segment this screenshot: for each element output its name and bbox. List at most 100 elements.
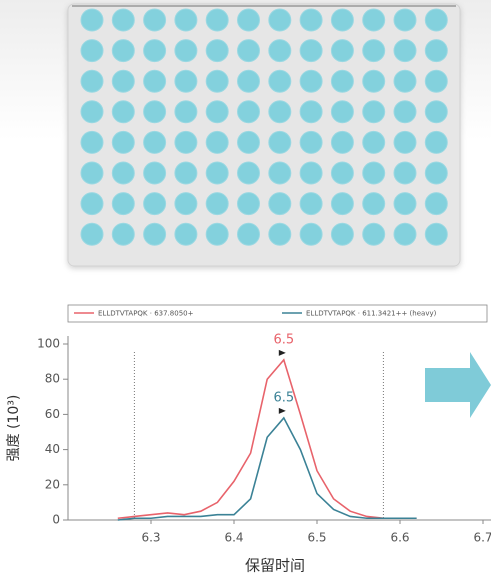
well bbox=[394, 9, 416, 31]
y-tick-label: 40 bbox=[45, 442, 60, 456]
well bbox=[425, 131, 447, 153]
well bbox=[238, 223, 260, 245]
well bbox=[206, 101, 228, 123]
peak-marker bbox=[279, 408, 286, 414]
series-line bbox=[118, 418, 417, 520]
well bbox=[144, 162, 166, 184]
well bbox=[331, 131, 353, 153]
well bbox=[300, 70, 322, 92]
well bbox=[425, 162, 447, 184]
well bbox=[175, 9, 197, 31]
well bbox=[425, 223, 447, 245]
well bbox=[363, 223, 385, 245]
well-plate bbox=[68, 4, 460, 266]
y-tick-label: 80 bbox=[45, 372, 60, 386]
well bbox=[175, 70, 197, 92]
well bbox=[175, 131, 197, 153]
well bbox=[269, 223, 291, 245]
well bbox=[394, 162, 416, 184]
well bbox=[363, 9, 385, 31]
well bbox=[206, 131, 228, 153]
well bbox=[300, 40, 322, 62]
well bbox=[112, 40, 134, 62]
well bbox=[81, 40, 103, 62]
well bbox=[81, 101, 103, 123]
peak-label: 6.5 bbox=[273, 332, 294, 347]
well bbox=[425, 70, 447, 92]
well bbox=[206, 70, 228, 92]
well bbox=[112, 101, 134, 123]
x-tick-label: 6.6 bbox=[390, 531, 409, 545]
well bbox=[112, 162, 134, 184]
x-tick-label: 6.4 bbox=[224, 531, 243, 545]
well bbox=[425, 101, 447, 123]
well bbox=[269, 70, 291, 92]
well bbox=[175, 40, 197, 62]
well bbox=[206, 162, 228, 184]
x-axis-label: 保留时间 bbox=[245, 557, 305, 575]
well bbox=[269, 193, 291, 215]
well bbox=[394, 70, 416, 92]
well bbox=[175, 193, 197, 215]
well bbox=[238, 193, 260, 215]
well bbox=[363, 40, 385, 62]
y-tick-label: 0 bbox=[52, 513, 60, 527]
well bbox=[300, 9, 322, 31]
x-tick-label: 6.7 bbox=[473, 531, 491, 545]
well bbox=[331, 193, 353, 215]
well bbox=[175, 162, 197, 184]
well bbox=[363, 193, 385, 215]
well bbox=[144, 193, 166, 215]
y-tick-label: 20 bbox=[45, 477, 60, 491]
well bbox=[206, 40, 228, 62]
well bbox=[238, 131, 260, 153]
well bbox=[238, 162, 260, 184]
well bbox=[112, 70, 134, 92]
well bbox=[112, 131, 134, 153]
well bbox=[144, 40, 166, 62]
well bbox=[238, 101, 260, 123]
well bbox=[238, 9, 260, 31]
legend-label: ELLDTVTAPQK · 611.3421++ (heavy) bbox=[306, 310, 437, 318]
x-tick-label: 6.5 bbox=[307, 531, 326, 545]
y-axis-label: 强度 (10³) bbox=[6, 395, 22, 462]
well bbox=[363, 101, 385, 123]
well bbox=[363, 131, 385, 153]
well bbox=[331, 162, 353, 184]
well bbox=[269, 162, 291, 184]
well bbox=[81, 70, 103, 92]
well bbox=[144, 223, 166, 245]
well bbox=[269, 40, 291, 62]
peak-label: 6.5 bbox=[273, 390, 294, 405]
well bbox=[425, 9, 447, 31]
well bbox=[144, 9, 166, 31]
well bbox=[394, 40, 416, 62]
well bbox=[238, 70, 260, 92]
well bbox=[206, 193, 228, 215]
well bbox=[81, 193, 103, 215]
y-tick-label: 100 bbox=[37, 337, 60, 351]
well bbox=[206, 223, 228, 245]
peak-marker bbox=[279, 350, 286, 356]
well bbox=[81, 162, 103, 184]
well bbox=[144, 131, 166, 153]
well bbox=[300, 162, 322, 184]
well bbox=[175, 101, 197, 123]
well bbox=[394, 193, 416, 215]
well bbox=[394, 101, 416, 123]
well bbox=[394, 131, 416, 153]
arrow bbox=[425, 352, 491, 418]
well bbox=[112, 193, 134, 215]
well bbox=[269, 101, 291, 123]
well bbox=[238, 40, 260, 62]
well bbox=[206, 9, 228, 31]
y-tick-label: 60 bbox=[45, 407, 60, 421]
well bbox=[363, 70, 385, 92]
well bbox=[331, 101, 353, 123]
well bbox=[425, 40, 447, 62]
well bbox=[331, 9, 353, 31]
well bbox=[363, 162, 385, 184]
well bbox=[112, 9, 134, 31]
legend-label: ELLDTVTAPQK · 637.8050+ bbox=[98, 310, 194, 318]
well bbox=[331, 70, 353, 92]
